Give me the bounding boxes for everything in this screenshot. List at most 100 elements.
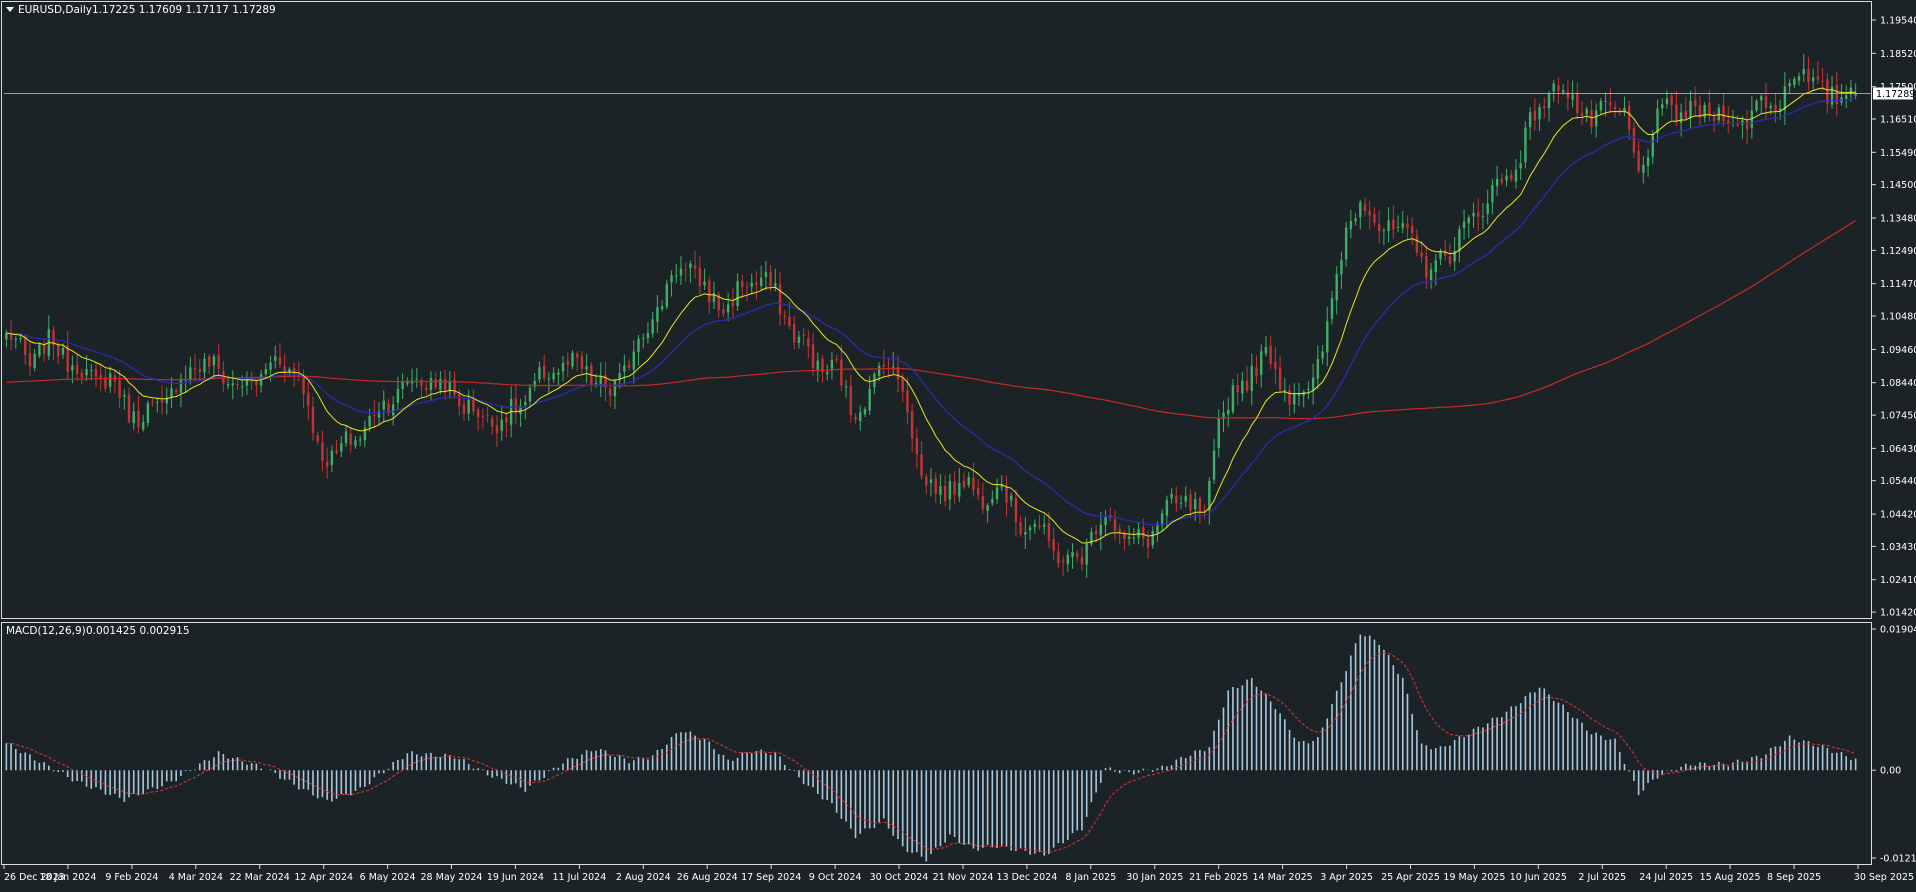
candle-body [859,412,862,422]
candle-body [561,362,565,372]
candle-body [953,481,956,495]
candle-body [547,378,551,380]
candle-body [750,282,753,287]
candle-body [481,415,485,417]
candle-body [1632,128,1636,153]
candle-body [340,443,343,452]
candle-body [1486,203,1489,215]
candle-body [906,390,909,413]
candle-body [1094,530,1098,535]
candle-body [1293,393,1296,405]
time-axis-label: 12 Apr 2024 [294,872,353,883]
candle-body [976,488,980,495]
candle-body [693,265,697,269]
candle-body [439,378,442,390]
candle-body [1382,230,1386,232]
price-axis-label: 1.14500 [1880,180,1916,191]
candle-body [1835,85,1838,105]
candle-body [1080,556,1084,565]
candle-body [1736,124,1739,126]
candle-body [575,353,579,358]
candle-body [1590,109,1593,127]
collapse-arrow-icon[interactable] [6,7,14,12]
candle-body [1444,250,1447,256]
candle-body [533,381,536,387]
candle-body [604,374,607,388]
candle-body [401,381,404,389]
candle-body [104,377,107,389]
candle-body [61,347,65,355]
candle-body [1387,220,1390,232]
candle-body [1576,92,1579,114]
candle-body [939,486,942,495]
candle-body [1010,495,1013,501]
candle-body [127,394,131,422]
candle-body [651,319,654,334]
candle-body [165,397,168,404]
candle-body [1420,252,1423,257]
candle-body [915,437,919,455]
candle-body [1231,385,1235,413]
candle-body [1198,498,1202,513]
candle-body [118,379,121,398]
macd-pane-frame [1,622,1872,865]
candle-body [585,366,588,370]
candle-body [1557,85,1560,91]
candle-body [1283,389,1287,391]
candle-body [609,388,612,396]
candle-body [1368,210,1371,216]
candle-body [538,367,541,380]
candle-body [1278,367,1282,390]
time-axis-label: 8 Jan 2025 [1065,872,1116,883]
candle-body [1260,351,1263,376]
candle-body [1311,377,1315,391]
candle-body [1642,165,1645,173]
candle-body [33,353,36,369]
candle-body [1274,361,1277,370]
candle-body [1396,226,1400,228]
time-axis-label: 6 May 2024 [360,872,416,883]
candle-body [1297,394,1301,396]
candle-body [1604,100,1607,102]
candle-body [330,450,334,466]
candle-body [1321,351,1324,359]
candle-body [1052,539,1055,551]
candle-body [278,357,282,365]
candle-body [75,364,79,375]
candle-body [434,378,437,388]
candle-body [929,479,933,483]
candle-body [962,480,966,488]
time-axis-label: 15 Aug 2025 [1700,872,1761,883]
price-pane-frame [1,1,1872,619]
candle-body [1547,94,1551,109]
candle-body [703,281,706,286]
candle-body [368,416,371,427]
candle-body [1217,417,1220,449]
candle-body [141,421,145,430]
candle-body [1712,117,1716,122]
candle-body [755,282,758,285]
price-axis-label: 1.18520 [1880,49,1916,60]
time-axis-label: 30 Sep 2025 [1854,872,1914,883]
candle-body [684,269,687,271]
candle-body [1330,298,1334,319]
candle-body [335,450,338,453]
candle-body [425,387,428,390]
candle-body [1774,104,1777,112]
candle-body [1363,204,1367,211]
time-axis-label: 3 Apr 2025 [1320,872,1373,883]
candle-body [495,425,499,434]
candle-body [57,344,60,357]
candle-body [854,416,857,420]
candle-body [269,362,272,371]
candle-body [255,381,258,386]
candle-body [1684,110,1688,119]
time-axis-label: 2 Jul 2025 [1578,872,1626,883]
candle-body [1727,120,1730,124]
candle-body [344,431,348,444]
candle-body [566,361,569,365]
candle-body [90,370,93,372]
